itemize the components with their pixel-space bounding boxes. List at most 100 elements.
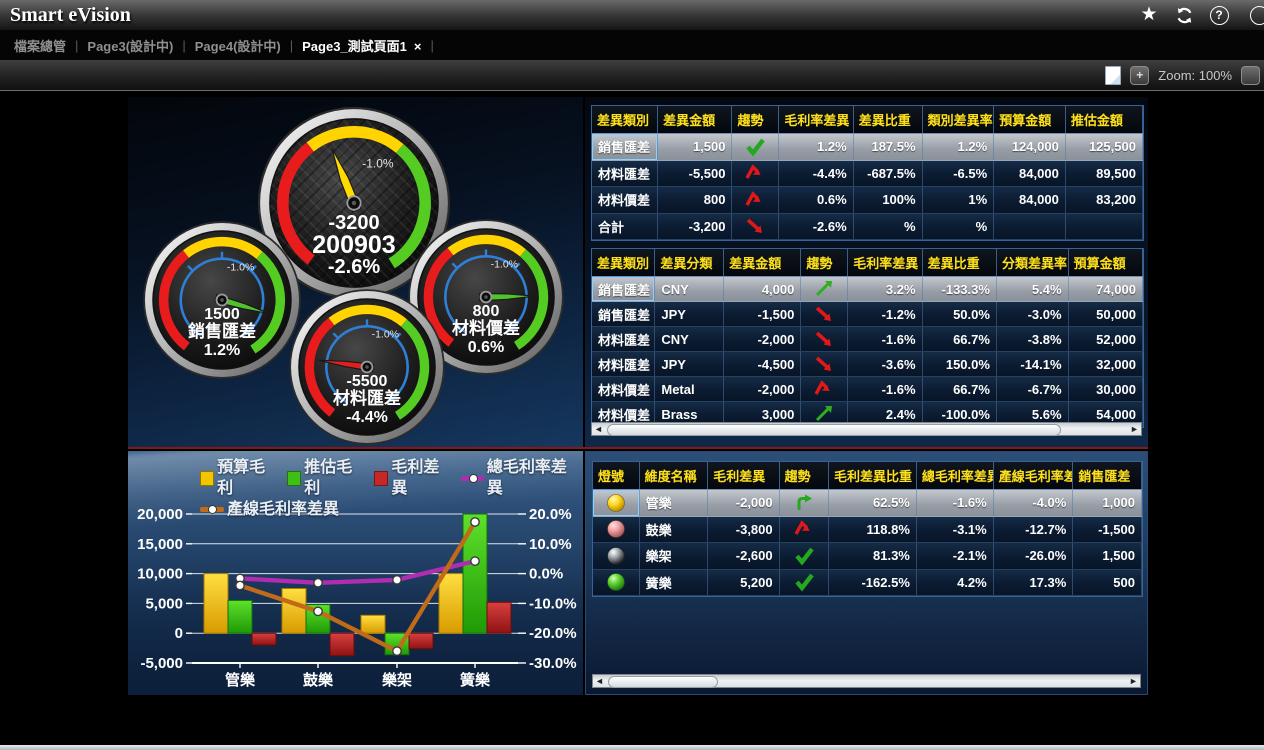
scrollbar-thumb[interactable]	[608, 676, 718, 688]
gauge-band	[304, 317, 336, 417]
tab-file-explorer[interactable]: 檔案總管	[14, 38, 67, 54]
table-cell: 1,500	[658, 134, 733, 160]
tab-page3-test-active[interactable]: Page3_測試頁面1 ×	[302, 36, 421, 55]
new-page-icon[interactable]	[1105, 65, 1122, 85]
gauge-label: 材料價差	[452, 318, 520, 338]
column-header: 差異金額	[658, 106, 733, 133]
clipped-circle-icon[interactable]	[1244, 5, 1264, 25]
table-cell: 材料價差	[592, 187, 659, 213]
detail-variance-table: 差異類別 差異分類 差異金額 趨勢 毛利率差異 差異比重 分類差異率 預算金額 銷售匯差 CNY 4…	[591, 248, 1144, 428]
table-cell	[593, 490, 640, 516]
legend-swatch-bar	[200, 470, 215, 486]
scroll-right-arrow-icon[interactable]: ►	[1130, 424, 1139, 434]
detail-table-hscrollbar[interactable]: ◄ ►	[591, 422, 1142, 436]
tab-separator: |	[182, 37, 186, 53]
star-icon[interactable]: ★	[1140, 4, 1158, 25]
refresh-icon[interactable]	[1174, 5, 1194, 25]
trend-hump-icon	[745, 190, 761, 206]
variance-tables-panel: 差異類別 差異金額 趨勢 毛利率差異 差異比重 類別差異率 預算金額 推估金額 銷售匯差 1,50…	[585, 97, 1148, 447]
table-cell: CNY	[655, 277, 725, 301]
legend-label: 總毛利率差異	[486, 459, 567, 497]
table-cell: -4,500	[724, 352, 802, 376]
gauge-band	[388, 144, 431, 269]
question-mark: ?	[1209, 5, 1229, 25]
column-header: 分類差異率	[997, 249, 1069, 276]
table-cell: 50,000	[1069, 302, 1143, 326]
edge-button[interactable]	[1241, 65, 1260, 85]
gauge-threshold-label: -1.0%	[227, 261, 254, 273]
zoom-in-button[interactable]: +	[1130, 65, 1150, 85]
gauge-value: -3200	[328, 212, 379, 234]
table-row[interactable]: 材料價差 Metal -2,000 -1.6% 66.7% -6.7% 30,000	[592, 377, 1143, 402]
profit-chart-panel: 20,000 20.0% 15,000 10.0% 10,000 0.0% 5,000 -10…	[128, 451, 583, 695]
table-row[interactable]: 合計 -3,200 -2.6%%%	[592, 213, 1143, 240]
right-axis-tick: -30.0%	[529, 655, 577, 672]
table-row[interactable]: 樂架 -2,600 81.3% -2.1% -26.0% 1,500	[593, 543, 1142, 570]
table-cell: 84,000	[994, 187, 1066, 213]
refresh-icon-glyph	[1177, 7, 1191, 23]
table-row[interactable]: 銷售匯差 CNY 4,000 3.2% -133.3% 5.4% 74,000	[592, 277, 1143, 302]
table-cell: JPY	[655, 302, 725, 326]
table-cell: 62.5%	[829, 490, 917, 516]
table-cell: 1.2%	[923, 134, 995, 160]
scroll-left-arrow-icon[interactable]: ◄	[595, 676, 604, 686]
table-cell: 66.7%	[923, 327, 997, 351]
table-cell: -2,000	[708, 490, 780, 516]
column-header: 銷售匯差	[1073, 462, 1142, 489]
table-row[interactable]: 材料價差 800 0.6% 100% 1% 84,000 83,200	[592, 187, 1143, 214]
legend-label: 預算毛利	[217, 459, 266, 497]
dimension-table-hscrollbar[interactable]: ◄ ►	[592, 674, 1141, 688]
table-cell: -1,500	[724, 302, 802, 326]
table-row[interactable]: 簧樂 5,200 -162.5% 4.2% 17.3% 500	[593, 569, 1142, 596]
left-axis-tick: 0	[175, 625, 183, 642]
table-row[interactable]: 材料匯差 JPY -4,500 -3.6% 150.0% -14.1% 32,000	[592, 352, 1143, 377]
help-icon[interactable]: ?	[1209, 5, 1229, 25]
trend-down-icon	[816, 331, 832, 346]
table-cell	[801, 327, 849, 351]
trend-check-icon	[746, 138, 766, 157]
column-header: 趨勢	[780, 462, 830, 489]
tab-close-icon[interactable]: ×	[413, 38, 422, 54]
scroll-right-arrow-icon[interactable]: ►	[1129, 676, 1138, 686]
table-cell: 125,500	[1066, 134, 1143, 160]
gauge-band	[277, 142, 315, 265]
line-point	[470, 556, 480, 567]
table-row[interactable]: 材料匯差 -5,500 -4.4% -687.5% -6.5% 84,000 89,500	[592, 160, 1143, 187]
gauge-value: 800	[473, 303, 500, 320]
gauge-band	[183, 236, 263, 260]
bottom-edge-strip	[0, 745, 1264, 750]
table-cell	[732, 187, 780, 213]
gauge-percent: 0.6%	[468, 339, 504, 356]
table-cell: -5,500	[658, 160, 733, 186]
table-cell: 銷售匯差	[592, 302, 656, 326]
tab-page4-design[interactable]: Page4(設計中)	[194, 38, 281, 54]
table-cell: -6.5%	[923, 160, 995, 186]
legend-swatch-bar	[287, 470, 302, 486]
status-light-yellow	[607, 493, 625, 512]
tab-bar: 檔案總管 | Page3(設計中) | Page4(設計中) | Page3_測…	[0, 30, 1264, 60]
scrollbar-thumb[interactable]	[607, 424, 1061, 436]
tab-page3-design[interactable]: Page3(設計中)	[87, 38, 174, 54]
table-cell	[780, 490, 830, 516]
table-row[interactable]: 銷售匯差 1,500 1.2% 187.5% 1.2% 124,000 125,500	[592, 134, 1143, 161]
trend-down-icon	[816, 306, 832, 321]
table-row[interactable]: 銷售匯差 JPY -1,500 -1.2% 50.0% -3.0% 50,000	[592, 302, 1143, 327]
table-cell	[732, 160, 780, 186]
line-point	[470, 517, 480, 527]
trend-check-icon	[795, 573, 814, 592]
table-cell: 52,000	[1069, 327, 1143, 351]
table-cell: 50.0%	[923, 302, 997, 326]
table-cell: -1.6%	[848, 327, 923, 351]
table-cell: 32,000	[1069, 352, 1143, 376]
table-cell: 17.3%	[994, 569, 1074, 595]
right-axis-tick: 20.0%	[529, 506, 572, 523]
legend-item: 產線毛利率差異	[200, 499, 339, 520]
bar-預算毛利	[281, 588, 307, 634]
gauge-threshold-label: -1.0%	[372, 329, 399, 341]
scroll-left-arrow-icon[interactable]: ◄	[594, 424, 603, 434]
table-cell: 3.2%	[848, 277, 923, 301]
table-row[interactable]: 管樂 -2,000 62.5% -1.6% -4.0% 1,000	[593, 490, 1142, 517]
table-row[interactable]: 材料匯差 CNY -2,000 -1.6% 66.7% -3.8% 52,000	[592, 327, 1143, 352]
table-row[interactable]: 鼓樂 -3,800 118.8% -3.1% -12.7% -1,500	[593, 516, 1142, 543]
table-cell: -3,800	[708, 516, 780, 542]
